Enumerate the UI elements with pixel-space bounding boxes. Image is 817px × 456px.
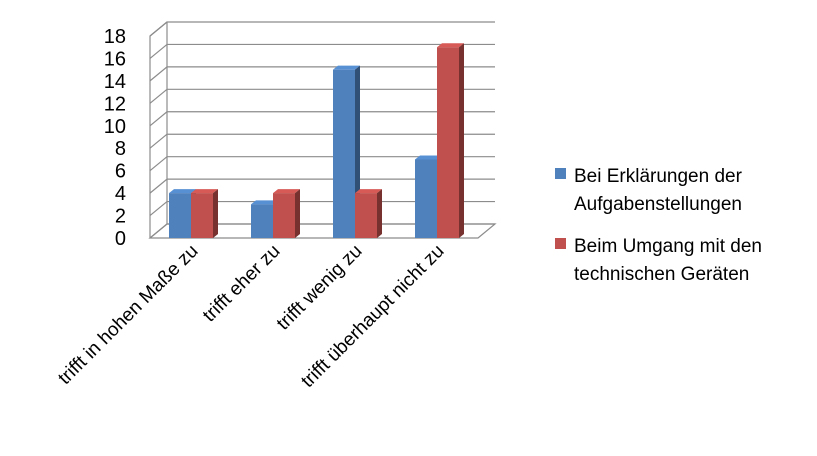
legend-label: Aufgabenstellungen <box>574 194 742 215</box>
y-tick-label: 10 <box>104 116 126 138</box>
x-category-label: trifft überhaupt nicht zu <box>297 241 448 392</box>
y-tick-label: 14 <box>104 71 126 93</box>
gridline <box>149 200 495 217</box>
legend-entry: Bei Erklärungen der Aufgabenstellungen <box>555 166 743 215</box>
y-tick-label: 16 <box>104 48 126 70</box>
y-tick-label: 12 <box>104 93 126 115</box>
bar-side <box>295 189 300 238</box>
y-tick-label: 2 <box>115 206 126 228</box>
bar-side <box>377 189 382 238</box>
bar-front <box>415 159 437 238</box>
gridline <box>149 156 495 172</box>
bar <box>191 189 218 238</box>
legend-swatch <box>555 168 566 179</box>
bar-front <box>191 193 213 238</box>
bar-side <box>459 43 464 238</box>
x-category-label: trifft eher zu <box>199 241 285 327</box>
bar-top <box>191 189 218 194</box>
gridline <box>149 88 495 104</box>
bar-top <box>355 189 382 194</box>
y-tick-label: 4 <box>115 183 126 205</box>
bar-top <box>437 43 464 48</box>
legend: Bei Erklärungen derAufgabenstellungenBei… <box>555 166 762 285</box>
y-tick-label: 18 <box>104 26 126 48</box>
bar-front <box>169 193 191 238</box>
bar <box>355 189 382 238</box>
bar-top <box>251 200 278 205</box>
x-category-label: trifft wenig zu <box>273 241 367 335</box>
bar-front <box>333 69 355 239</box>
bar <box>437 43 464 238</box>
bars <box>169 43 464 239</box>
gridline <box>149 43 495 59</box>
gridline <box>149 66 495 82</box>
gridline <box>149 111 495 127</box>
y-tick-label: 0 <box>115 228 126 250</box>
bar-front <box>437 47 459 238</box>
bar-top <box>333 65 360 70</box>
legend-swatch <box>555 238 566 249</box>
gridlines <box>149 21 495 239</box>
bar-side <box>213 189 218 238</box>
bar-front <box>355 193 377 238</box>
y-tick-label: 6 <box>115 161 126 183</box>
legend-label: Beim Umgang mit den <box>574 236 762 257</box>
legend-entry: Beim Umgang mit den technischen Geräten <box>555 236 762 285</box>
legend-label: Bei Erklärungen der <box>574 166 743 187</box>
bar-top <box>415 155 442 160</box>
gridline <box>149 178 495 194</box>
y-tick-label: 8 <box>115 138 126 160</box>
legend-label: technischen Geräten <box>574 264 749 285</box>
bar-front <box>273 193 295 238</box>
bar-top <box>169 189 196 194</box>
gridline <box>149 223 495 239</box>
gridline <box>149 21 495 37</box>
side-wall-edge <box>149 21 168 238</box>
x-category-label: trifft in hohen Maße zu <box>54 241 202 389</box>
bar-front <box>251 204 273 238</box>
bar <box>273 189 300 238</box>
bar-top <box>273 189 300 194</box>
gridline <box>149 133 495 149</box>
